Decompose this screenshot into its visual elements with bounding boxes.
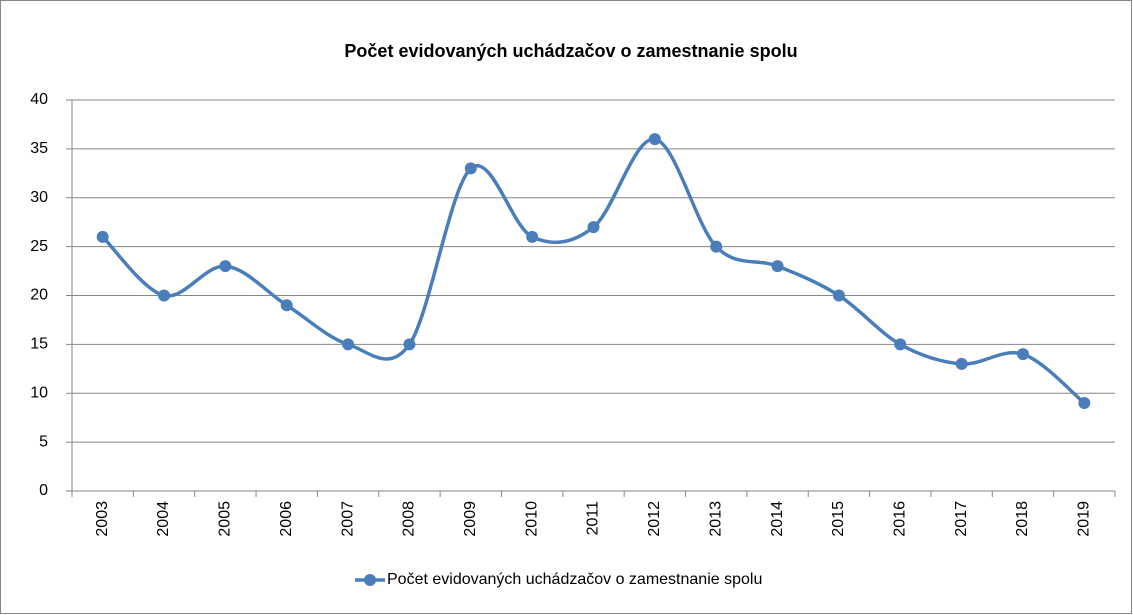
x-tick-label: 2010 [523, 501, 540, 537]
x-tick-label: 2007 [339, 501, 356, 537]
point [955, 357, 968, 370]
y-tick-label: 5 [39, 433, 48, 450]
point [1016, 348, 1029, 361]
y-tick-label: 10 [30, 384, 48, 401]
y-tick-label: 35 [30, 140, 48, 157]
point [894, 338, 907, 351]
x-tick-label: 2014 [769, 501, 786, 537]
point [403, 338, 416, 351]
x-tick-label: 2009 [462, 501, 479, 537]
point [771, 260, 784, 273]
chart-title: Počet evidovaných uchádzačov o zamestnan… [344, 41, 797, 61]
x-tick-label: 2013 [707, 501, 724, 537]
y-tick-label: 40 [30, 91, 48, 108]
y-tick-label: 30 [30, 189, 48, 206]
point [219, 260, 232, 273]
point [280, 299, 293, 312]
x-tick-label: 2006 [278, 501, 295, 537]
point [464, 162, 477, 175]
x-tick-label: 2003 [94, 501, 111, 537]
point [587, 221, 600, 234]
x-tick-label: 2018 [1014, 501, 1031, 537]
y-tick-label: 15 [30, 336, 48, 353]
x-tick-label: 2019 [1076, 501, 1093, 537]
point [526, 230, 539, 243]
x-tick-label: 2004 [155, 501, 172, 537]
x-tick-label: 2012 [646, 501, 663, 537]
x-tick-label: 2005 [217, 501, 234, 537]
x-tick-label: 2015 [830, 501, 847, 537]
point [1078, 397, 1091, 410]
point [96, 230, 109, 243]
point [648, 133, 661, 146]
y-tick-label: 20 [30, 287, 48, 304]
x-tick-label: 2017 [953, 501, 970, 537]
point [710, 240, 723, 253]
point [342, 338, 355, 351]
x-tick-label: 2016 [891, 501, 908, 537]
y-tick-label: 0 [39, 482, 48, 499]
legend-marker [364, 574, 376, 586]
x-tick-label: 2008 [401, 501, 418, 537]
legend-label: Počet evidovaných uchádzačov o zamestnan… [387, 571, 762, 588]
point [832, 289, 845, 302]
x-tick-label: 2011 [585, 501, 602, 536]
point [158, 289, 171, 302]
y-tick-label: 25 [30, 238, 48, 255]
